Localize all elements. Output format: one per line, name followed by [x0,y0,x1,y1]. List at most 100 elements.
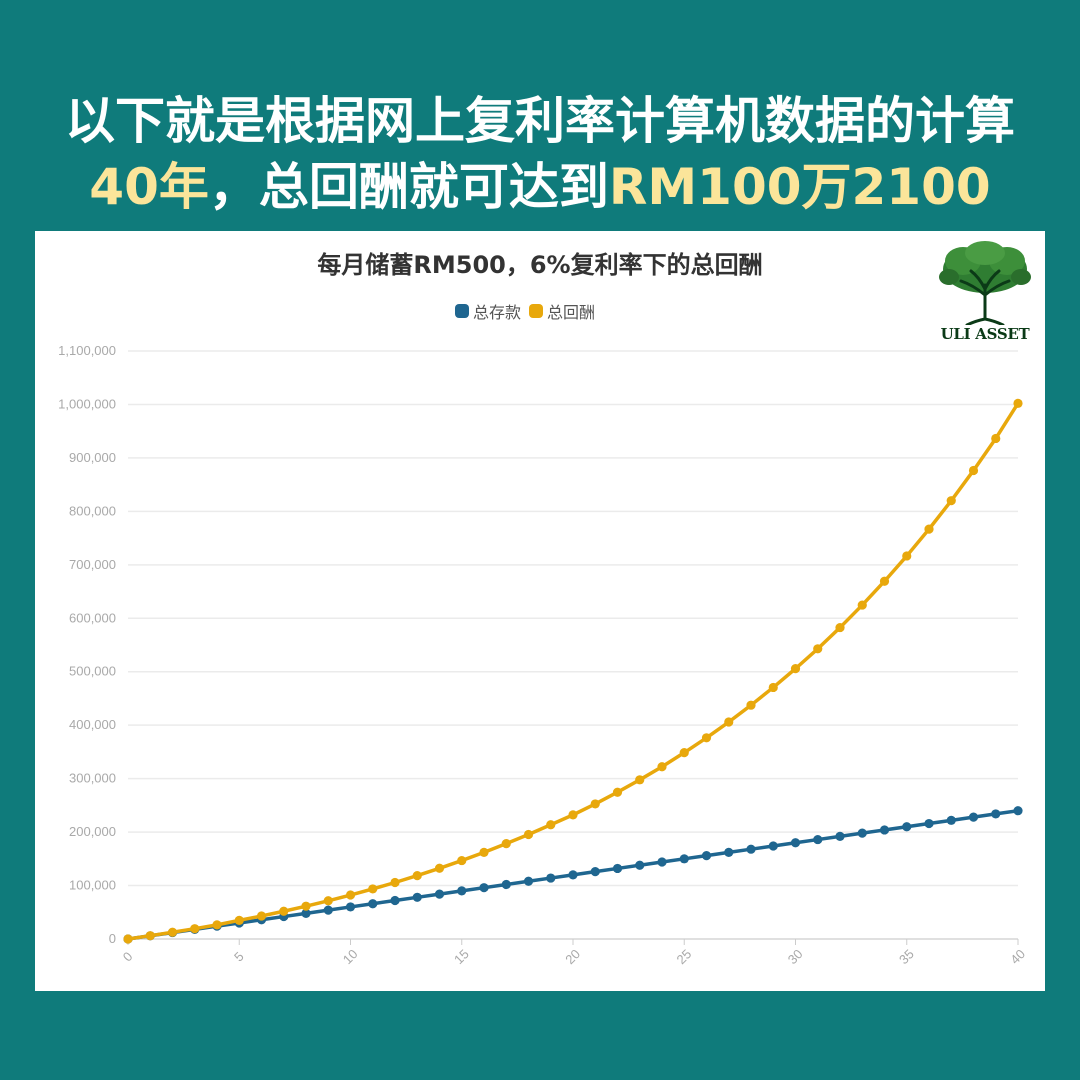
y-tick-label: 800,000 [69,503,116,518]
data-point-deposit[interactable] [301,908,311,918]
y-tick-label: 500,000 [69,664,116,679]
x-tick-label: 35 [896,946,917,967]
y-tick-label: 300,000 [69,771,116,786]
data-point-returns[interactable] [991,433,1001,444]
data-point-returns[interactable] [857,600,867,610]
data-point-returns[interactable] [746,700,756,710]
data-point-deposit[interactable] [368,899,378,909]
data-point-deposit[interactable] [345,902,356,912]
legend-item-returns[interactable]: 总回酬 [529,299,595,323]
logo-text: ULI ASSET [940,325,1030,343]
data-point-returns[interactable] [523,829,534,840]
data-point-returns[interactable] [368,884,378,894]
series-layer [123,398,1023,944]
data-point-deposit[interactable] [835,831,845,841]
data-point-deposit[interactable] [813,834,823,845]
data-point-deposit[interactable] [546,873,556,883]
data-point-returns[interactable] [123,934,133,944]
data-point-deposit[interactable] [635,860,645,870]
headline-line-1: 以下就是根据网上复利率计算机数据的计算 [65,92,1015,150]
data-point-returns[interactable] [546,820,556,830]
data-point-deposit[interactable] [1013,806,1023,816]
data-point-deposit[interactable] [991,809,1001,819]
data-point-deposit[interactable] [724,847,734,858]
data-point-returns[interactable] [145,931,155,941]
data-point-deposit[interactable] [746,844,756,854]
data-point-returns[interactable] [701,733,712,743]
y-tick-label: 400,000 [69,717,116,732]
y-tick-label: 600,000 [69,610,116,625]
data-point-deposit[interactable] [902,822,912,832]
data-point-returns[interactable] [234,915,244,925]
x-tick-label: 5 [231,949,247,965]
data-point-deposit[interactable] [390,895,400,906]
data-point-deposit[interactable] [879,825,890,835]
data-point-deposit[interactable] [701,851,712,861]
data-point-deposit[interactable] [457,886,467,896]
data-point-deposit[interactable] [924,818,934,829]
data-point-deposit[interactable] [768,841,778,851]
x-tick-label: 40 [1007,946,1028,967]
data-point-returns[interactable] [457,855,467,866]
data-point-returns[interactable] [212,920,222,930]
data-point-deposit[interactable] [323,905,333,915]
data-point-deposit[interactable] [568,870,578,880]
data-point-returns[interactable] [345,890,356,900]
data-point-deposit[interactable] [857,828,867,838]
tree-icon [939,241,1031,327]
data-point-returns[interactable] [434,863,445,873]
y-tick-label: 700,000 [69,557,116,572]
data-point-returns[interactable] [256,911,267,921]
data-point-returns[interactable] [968,465,979,476]
headline: 以下就是根据网上复利率计算机数据的计算 40年，总回酬就可达到RM100万210… [0,88,1080,220]
data-point-returns[interactable] [279,906,289,916]
data-point-returns[interactable] [635,775,645,785]
data-point-returns[interactable] [590,799,600,809]
legend-item-deposit[interactable]: 总存款 [455,299,521,323]
data-point-returns[interactable] [167,927,178,937]
data-point-deposit[interactable] [790,838,801,848]
data-point-returns[interactable] [879,576,890,586]
headline-line-2: 40年，总回酬就可达到RM100万2100 [0,154,1080,220]
data-point-returns[interactable] [813,644,823,654]
data-point-returns[interactable] [924,524,934,534]
data-point-returns[interactable] [657,762,667,772]
headline-amount: RM100万2100 [608,158,991,216]
data-point-returns[interactable] [301,901,311,911]
data-point-deposit[interactable] [523,876,534,886]
data-point-returns[interactable] [790,664,801,674]
data-point-returns[interactable] [1013,398,1023,408]
data-point-deposit[interactable] [412,892,422,902]
data-point-returns[interactable] [946,496,956,506]
y-tick-label: 1,000,000 [58,396,116,411]
data-point-returns[interactable] [768,682,778,693]
data-point-returns[interactable] [479,847,489,858]
data-point-returns[interactable] [902,551,912,561]
data-point-deposit[interactable] [434,889,445,899]
x-tick-label: 25 [673,946,694,967]
data-point-deposit[interactable] [612,863,623,874]
legend-swatch-returns [529,304,544,318]
data-point-deposit[interactable] [946,815,956,825]
chart-card: 每月储蓄RM500，6%复利率下的总回酬 总存款 总回酬 [35,231,1045,991]
data-point-returns[interactable] [724,717,734,727]
data-point-deposit[interactable] [479,883,489,893]
data-point-returns[interactable] [390,877,400,888]
data-point-deposit[interactable] [657,857,667,867]
data-point-returns[interactable] [835,622,845,633]
data-point-returns[interactable] [323,896,333,906]
y-tick-label: 200,000 [69,824,116,839]
data-point-deposit[interactable] [679,854,689,864]
data-point-returns[interactable] [568,810,578,820]
data-point-deposit[interactable] [501,879,511,890]
y-tick-label: 100,000 [69,878,116,893]
data-point-deposit[interactable] [590,867,600,877]
data-point-returns[interactable] [612,787,623,797]
data-point-returns[interactable] [679,748,689,758]
data-point-deposit[interactable] [968,812,979,822]
data-point-returns[interactable] [501,839,511,849]
y-tick-label: 1,100,000 [58,343,116,358]
data-point-returns[interactable] [412,871,422,881]
y-tick-label: 900,000 [69,450,116,465]
data-point-returns[interactable] [190,924,200,934]
